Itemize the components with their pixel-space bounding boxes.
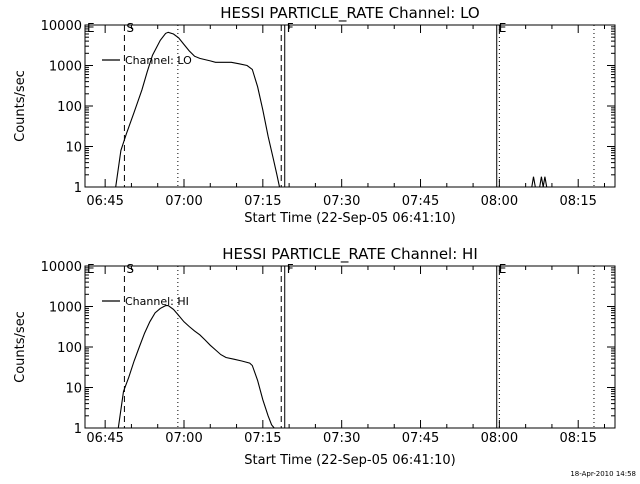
x-tick-label-lo: 07:15	[244, 194, 281, 209]
x-tick-label-lo: 07:00	[165, 194, 202, 209]
x-tick-label-lo: 08:00	[481, 194, 518, 209]
y-tick-label-lo: 10000	[41, 19, 82, 34]
y-axis-label-lo: Counts/sec	[13, 70, 28, 142]
event-marker-label-lo: E	[499, 21, 507, 35]
chart-title-lo: HESSI PARTICLE_RATE Channel: LO	[220, 4, 479, 23]
y-axis-label-hi: Counts/sec	[13, 311, 28, 383]
event-marker-label-lo: E	[87, 21, 95, 35]
x-tick-label-lo: 07:30	[323, 194, 360, 209]
x-axis-label-hi: Start Time (22-Sep-05 06:41:10)	[244, 453, 455, 468]
y-tick-label-lo: 1000	[49, 60, 82, 75]
y-tick-label-hi: 10000	[41, 260, 82, 275]
panel-lo: HESSI PARTICLE_RATE Channel: LO 1 10 100 100…	[13, 4, 616, 226]
panel-hi: HESSI PARTICLE_RATE Channel: HI 1 10 100 100…	[13, 245, 616, 468]
event-marker-label-hi: E	[499, 262, 507, 276]
y-tick-label-lo: 100	[57, 100, 82, 115]
series-line-hi-segment-0	[117, 305, 275, 429]
y-tick-label-hi: 100	[57, 341, 82, 356]
series-line-lo-segment-0	[115, 31, 281, 188]
event-marker-label-hi: E	[87, 262, 95, 276]
x-tick-label-hi: 06:45	[86, 431, 123, 446]
y-tick-label-lo: 10	[65, 141, 82, 156]
x-tick-label-hi: 07:00	[165, 431, 202, 446]
y-tick-label-hi: 1000	[49, 301, 82, 316]
x-tick-label-hi: 08:00	[481, 431, 518, 446]
x-tick-label-lo: 06:45	[86, 194, 123, 209]
x-tick-label-lo: 07:45	[402, 194, 439, 209]
x-tick-label-hi: 08:15	[559, 431, 596, 446]
legend-label-lo: Channel: LO	[125, 54, 192, 67]
y-tick-label-hi: 10	[65, 382, 82, 397]
x-tick-label-hi: 07:45	[402, 431, 439, 446]
event-marker-label-hi: S	[126, 262, 134, 276]
legend-label-hi: Channel: HI	[125, 295, 189, 308]
event-marker-label-hi: F	[287, 262, 294, 276]
x-tick-label-hi: 07:30	[323, 431, 360, 446]
series-line-lo-segment-1	[531, 176, 548, 188]
y-tick-label-hi: 1	[74, 422, 82, 437]
event-marker-label-lo: F	[287, 21, 294, 35]
y-tick-label-lo: 1	[74, 181, 82, 196]
chart-title-hi: HESSI PARTICLE_RATE Channel: HI	[222, 245, 478, 264]
x-tick-label-lo: 08:15	[559, 194, 596, 209]
x-axis-label-lo: Start Time (22-Sep-05 06:41:10)	[244, 211, 455, 226]
timestamp-label: 18-Apr-2010 14:58	[570, 470, 636, 478]
event-marker-label-lo: S	[126, 21, 134, 35]
x-tick-label-hi: 07:15	[244, 431, 281, 446]
